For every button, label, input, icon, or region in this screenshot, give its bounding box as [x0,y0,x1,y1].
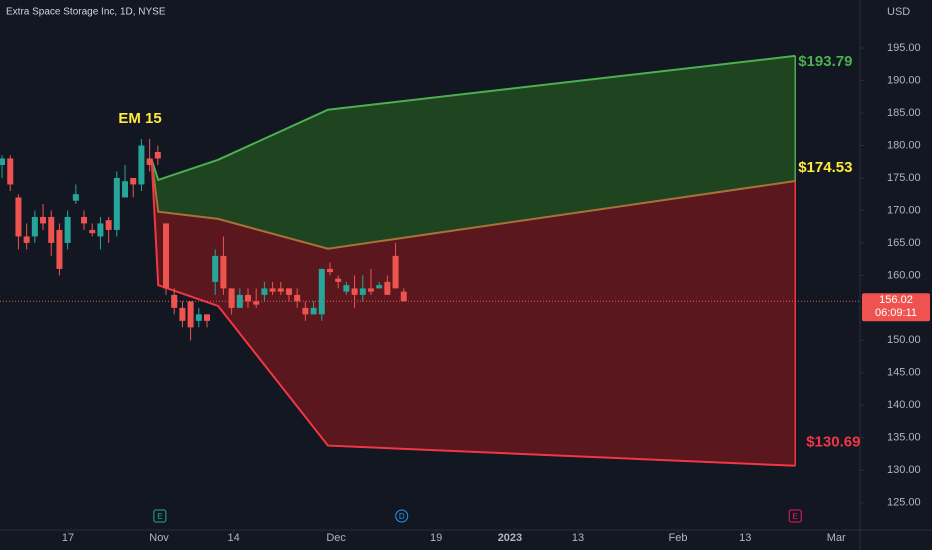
candle-body [318,268,325,315]
candle-body [56,229,63,269]
candle-body [23,236,30,243]
candle-body [236,294,243,308]
candle-body [269,288,276,292]
y-tick-label: 140.00 [887,399,921,411]
x-tick-label: 14 [228,532,240,544]
candle-body [367,288,374,292]
x-tick-label: 13 [739,532,751,544]
y-tick-label: 145.00 [887,367,921,379]
candle-body [105,220,112,230]
band-line [150,54,796,182]
candle-body [195,314,202,321]
band-fill-lower [151,159,796,466]
countdown-label: 06:09:11 [875,307,917,319]
candle-body [310,307,317,315]
candle-body [384,281,391,295]
candle-body [154,151,161,159]
candle-body [228,288,235,308]
x-tick-label: Nov [149,532,169,544]
axis-unit: USD [887,6,910,18]
x-tick-label: Mar [827,532,846,544]
candle-body [253,301,260,305]
candle-body [130,177,137,185]
x-tick-label: 13 [572,532,584,544]
y-tick-label: 175.00 [887,172,921,184]
y-tick-label: 160.00 [887,269,921,281]
candle-body [31,216,38,237]
x-tick-label: 2023 [498,532,522,544]
candle-body [220,255,227,289]
candle-body [212,255,219,282]
band-label: $174.53 [798,159,852,176]
band-line [150,159,796,250]
event-icon [395,509,409,523]
x-tick-label: Feb [669,532,688,544]
candle-body [376,285,383,289]
y-tick-label: 190.00 [887,74,921,86]
band-label: $193.79 [798,53,852,70]
annotation: EM 15 [118,110,161,127]
candle-body [48,216,55,243]
event-label: D [399,512,405,521]
event-icon [153,509,167,523]
candle-body [138,145,145,185]
candle-body [261,288,268,295]
last-price-box [862,293,930,322]
candle-body [0,158,6,165]
candle-body [277,288,284,292]
candle-body [294,294,301,302]
candle-body [163,223,170,289]
candle-body [400,291,407,302]
candle-body [285,288,292,295]
y-tick-label: 170.00 [887,204,921,216]
candle-body [64,216,71,243]
x-tick-label: 17 [62,532,74,544]
candle-body [122,181,129,198]
candle-body [359,288,366,295]
y-tick-label: 195.00 [887,42,921,54]
candle-body [113,177,120,230]
candle-body [392,255,399,289]
last-price-label: 156.02 [879,294,913,306]
candle-body [40,216,47,224]
candle-body [179,307,186,321]
candle-body [89,229,96,234]
candle-body [72,194,79,201]
candle-body [97,223,104,237]
candle-body [244,294,251,302]
event-label: E [157,512,162,521]
event-label: E [793,512,798,521]
candle-body [15,197,22,237]
candle-body [343,285,350,292]
candle-body [81,216,88,224]
candle-body [187,301,194,328]
band-fill-upper [151,55,796,249]
y-tick-label: 165.00 [887,237,921,249]
y-tick-label: 130.00 [887,464,921,476]
y-tick-label: 125.00 [887,497,921,509]
y-tick-label: 135.00 [887,432,921,444]
candle-body [302,307,309,315]
y-tick-label: 150.00 [887,334,921,346]
candle-body [7,158,14,185]
band-line [150,159,796,467]
candle-body [351,288,358,295]
candle-body [146,158,153,165]
candle-body [335,278,342,282]
y-tick-label: 180.00 [887,139,921,151]
y-tick-label: 185.00 [887,107,921,119]
event-icon [788,509,802,523]
candle-body [326,268,333,273]
x-tick-label: Dec [326,532,346,544]
chart-title: Extra Space Storage Inc, 1D, NYSE [6,7,166,18]
x-tick-label: 19 [430,532,442,544]
band-label: $130.69 [806,434,860,451]
candle-body [204,314,211,321]
